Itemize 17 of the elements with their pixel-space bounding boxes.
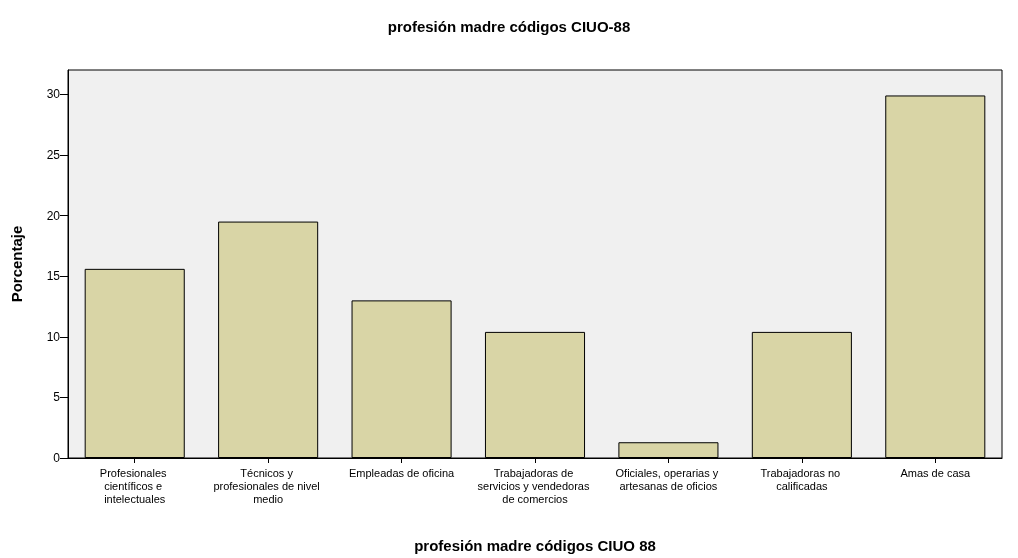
y-tick-label: 5 bbox=[53, 390, 61, 405]
x-tick-label: Oficiales, operarias y artesanas de oficios bbox=[615, 466, 722, 492]
y-tick-label: 30 bbox=[46, 87, 61, 102]
y-tick-label: 25 bbox=[46, 147, 61, 162]
y-tick-label: 0 bbox=[53, 451, 61, 465]
x-tick-label: Amas de casa bbox=[900, 466, 972, 479]
x-tick-label: Técnicos y profesionales de nivel medio bbox=[213, 466, 323, 505]
chart-title: profesión madre códigos CIUO-88 bbox=[387, 18, 631, 35]
x-axis-title: profesión madre códigos CIUO 88 bbox=[414, 537, 656, 554]
x-tick-label: Trabajadoras de servicios y vendedoras de comercios bbox=[477, 466, 593, 505]
y-tick-label: 20 bbox=[46, 208, 61, 223]
y-tick-label: 10 bbox=[46, 329, 61, 344]
y-tick-label: 15 bbox=[46, 269, 61, 284]
y-axis-title: Porcentaje bbox=[8, 225, 25, 303]
x-tick-label: Empleadas de oficina bbox=[348, 466, 456, 479]
x-tick-label: Profesionales científicos e intelectuales bbox=[99, 466, 170, 505]
x-tick-label: Trabajadoras no calificadas bbox=[760, 466, 844, 492]
